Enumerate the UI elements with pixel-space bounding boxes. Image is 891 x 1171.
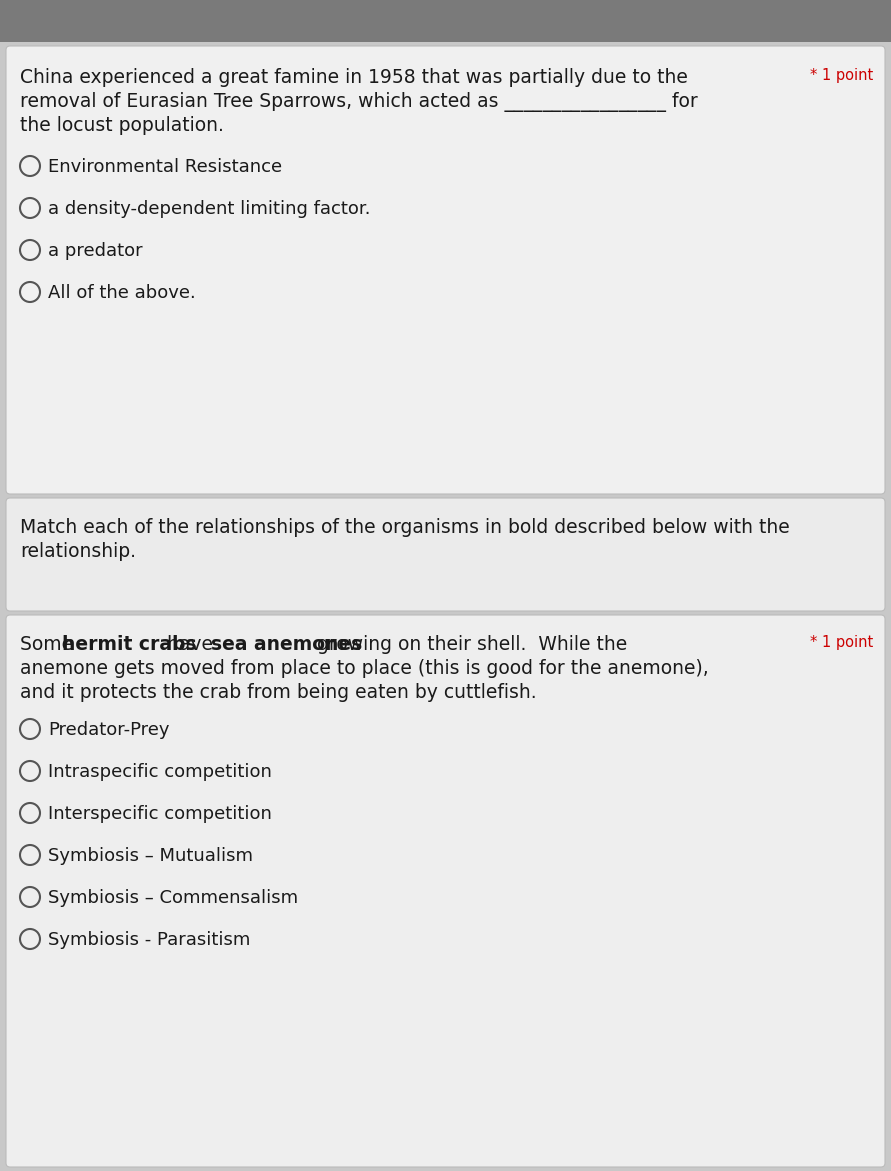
Text: Interspecific competition: Interspecific competition bbox=[48, 804, 272, 823]
Text: relationship.: relationship. bbox=[20, 542, 136, 561]
Text: the locust population.: the locust population. bbox=[20, 116, 224, 135]
FancyBboxPatch shape bbox=[6, 498, 885, 611]
Text: * 1 point: * 1 point bbox=[810, 635, 873, 650]
Text: have: have bbox=[161, 635, 219, 653]
Text: * 1 point: * 1 point bbox=[810, 68, 873, 83]
Text: Match each of the relationships of the organisms in bold described below with th: Match each of the relationships of the o… bbox=[20, 518, 789, 537]
FancyBboxPatch shape bbox=[0, 0, 891, 42]
Text: Some: Some bbox=[20, 635, 79, 653]
Text: Symbiosis – Mutualism: Symbiosis – Mutualism bbox=[48, 847, 253, 865]
Text: hermit crabs: hermit crabs bbox=[61, 635, 196, 653]
Text: sea anemones: sea anemones bbox=[211, 635, 363, 653]
FancyBboxPatch shape bbox=[6, 615, 885, 1167]
FancyBboxPatch shape bbox=[6, 46, 885, 494]
Text: Environmental Resistance: Environmental Resistance bbox=[48, 158, 282, 176]
Text: anemone gets moved from place to place (this is good for the anemone),: anemone gets moved from place to place (… bbox=[20, 659, 708, 678]
Text: growing on their shell.  While the: growing on their shell. While the bbox=[311, 635, 627, 653]
Text: Predator-Prey: Predator-Prey bbox=[48, 721, 169, 739]
Text: a predator: a predator bbox=[48, 242, 143, 260]
Text: and it protects the crab from being eaten by cuttlefish.: and it protects the crab from being eate… bbox=[20, 683, 536, 701]
Text: China experienced a great famine in 1958 that was partially due to the: China experienced a great famine in 1958… bbox=[20, 68, 688, 87]
Text: removal of Eurasian Tree Sparrows, which acted as _________________ for: removal of Eurasian Tree Sparrows, which… bbox=[20, 93, 698, 112]
Text: a density-dependent limiting factor.: a density-dependent limiting factor. bbox=[48, 200, 371, 218]
Text: All of the above.: All of the above. bbox=[48, 285, 196, 302]
Text: Symbiosis – Commensalism: Symbiosis – Commensalism bbox=[48, 889, 298, 908]
Text: Intraspecific competition: Intraspecific competition bbox=[48, 763, 272, 781]
Text: Symbiosis - Parasitism: Symbiosis - Parasitism bbox=[48, 931, 250, 949]
